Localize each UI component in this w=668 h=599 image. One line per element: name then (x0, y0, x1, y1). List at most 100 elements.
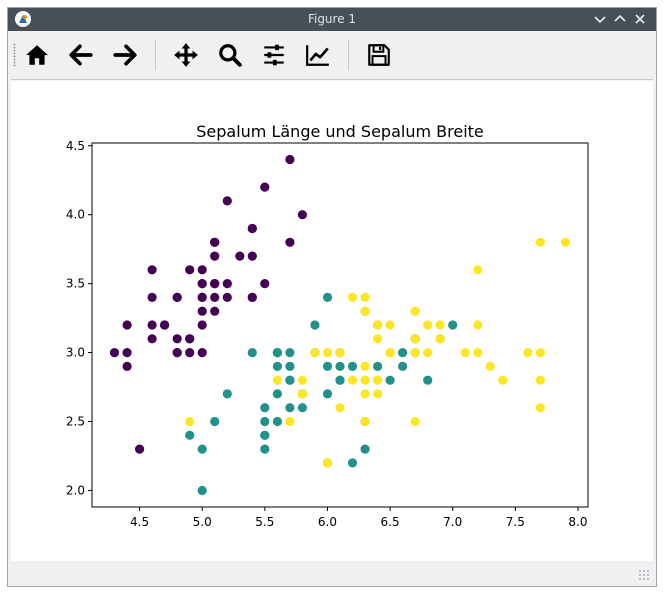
scatter-point (347, 458, 358, 468)
scatter-point (222, 279, 232, 289)
scatter-point (185, 430, 195, 440)
scatter-point (260, 416, 270, 427)
scatter-point (210, 251, 220, 261)
scatter-point (272, 348, 282, 358)
y-axis: 2.0 2.5 3.0 3.5 4.0 4.5 (66, 139, 92, 497)
scatter-point (285, 403, 295, 413)
x-tick-label: 7.5 (506, 515, 525, 529)
scatter-point (360, 292, 370, 302)
x-axis: 4.5 5.0 5.5 6.0 6.5 7.0 7.5 8.0 (130, 507, 588, 529)
scatter-point (197, 348, 207, 358)
scatter-point (335, 348, 345, 358)
scatter-point (322, 348, 333, 358)
scatter-point (185, 348, 195, 358)
scatter-point (260, 182, 270, 192)
scatter-point (385, 348, 395, 358)
chevron-up-icon (614, 14, 626, 22)
scatter-point (297, 210, 307, 220)
scatter-point (385, 320, 395, 330)
scatter-point (360, 444, 370, 454)
scatter-point (385, 375, 395, 385)
home-button[interactable] (19, 37, 55, 73)
scatter-point (410, 348, 420, 358)
scatter-point (247, 348, 257, 358)
scatter-point (122, 320, 132, 330)
scatter-point (373, 320, 383, 330)
subplots-button[interactable] (256, 37, 292, 73)
scatter-point (109, 348, 120, 358)
scatter-point (172, 348, 182, 358)
scatter-point (335, 361, 345, 371)
scatter-point (485, 361, 495, 371)
scatter-point (197, 265, 207, 275)
scatter-point (272, 375, 282, 385)
scatter-point (373, 361, 383, 371)
scatter-point (222, 292, 232, 302)
scatter-point (297, 403, 307, 413)
scatter-point (172, 334, 182, 344)
scatter-point (285, 348, 295, 358)
scatter-point (260, 444, 270, 454)
scatter-point (473, 265, 483, 275)
scatter-point (210, 279, 220, 289)
toolbar-divider (11, 79, 653, 80)
scatter-point (335, 403, 345, 413)
save-button[interactable] (361, 37, 397, 73)
scatter-point (310, 348, 320, 358)
scatter-point (297, 389, 307, 399)
floppy-icon (368, 44, 390, 66)
scatter-point (247, 292, 257, 302)
app-icon[interactable] (15, 11, 31, 27)
scatter-point (160, 320, 170, 330)
pan-button[interactable] (168, 37, 204, 73)
scatter-point (448, 320, 458, 330)
scatter-point (197, 306, 207, 316)
scatter-point (285, 375, 295, 385)
figure-canvas[interactable]: Sepalum Länge und Sepalum Breite 4.5 5.0 5… (11, 81, 653, 561)
chevron-down-icon (594, 16, 606, 24)
resize-grip[interactable] (638, 569, 650, 581)
x-tick-label: 5.5 (255, 515, 274, 529)
scatter-point (247, 223, 257, 234)
scatter-point (185, 334, 195, 344)
y-tick-label: 4.5 (66, 139, 85, 153)
scatter-point (185, 416, 195, 427)
magnifier-icon (219, 44, 242, 67)
axes-edit-button[interactable] (300, 37, 336, 73)
scatter-point (423, 375, 433, 385)
scatter-point (285, 237, 295, 247)
chart-line-icon (306, 45, 329, 66)
scatter-point (235, 251, 245, 261)
scatter-point (335, 375, 345, 385)
minimize-button[interactable] (592, 11, 608, 27)
scatter-point (373, 389, 383, 399)
scatter-chart[interactable]: Sepalum Länge und Sepalum Breite 4.5 5.0 5… (11, 81, 653, 561)
close-button[interactable] (632, 11, 648, 27)
scatter-point (147, 334, 157, 344)
scatter-point (172, 292, 182, 302)
scatter-point (560, 237, 571, 247)
scatter-point (285, 416, 295, 427)
scatter-point (523, 348, 533, 358)
scatter-point (398, 361, 408, 371)
y-tick-label: 3.5 (66, 277, 85, 291)
plot-frame (91, 142, 589, 508)
scatter-point (410, 334, 420, 344)
scatter-point (373, 375, 383, 385)
scatter-point (410, 306, 420, 316)
scatter-point (147, 320, 157, 330)
scatter-point (272, 416, 282, 427)
scatter-point (197, 444, 207, 454)
maximize-button[interactable] (612, 11, 628, 27)
y-tick-label: 2.5 (66, 415, 85, 429)
back-button[interactable] (63, 37, 99, 73)
toolbar-grip[interactable] (13, 43, 16, 67)
zoom-button[interactable] (212, 37, 248, 73)
scatter-point (360, 389, 370, 399)
status-bar (8, 560, 656, 586)
scatter-point (322, 458, 333, 468)
x-tick-label: 7.0 (443, 515, 462, 529)
scatter-point (197, 279, 207, 289)
window-title: Figure 1 (307, 12, 357, 26)
forward-button[interactable] (107, 37, 143, 73)
